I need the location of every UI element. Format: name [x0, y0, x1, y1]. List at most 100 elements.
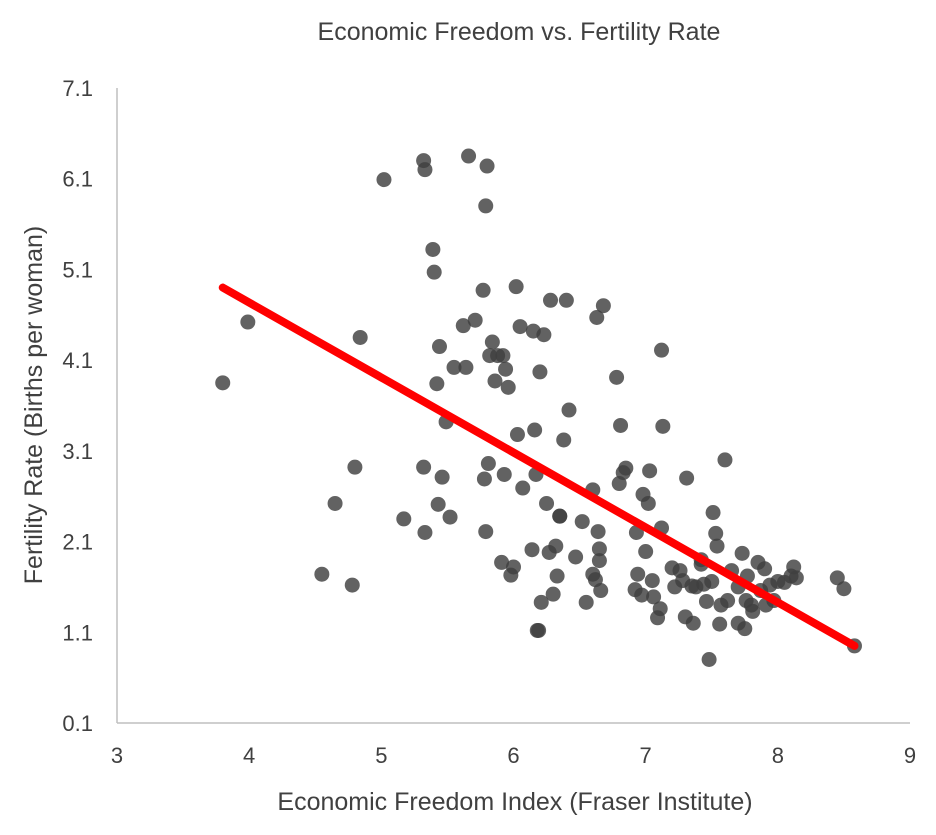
data-point — [396, 511, 412, 527]
data-point — [574, 514, 590, 530]
data-point — [494, 554, 510, 570]
data-point — [552, 508, 568, 524]
data-point — [478, 524, 494, 540]
data-point — [478, 198, 494, 214]
data-point — [430, 496, 446, 512]
data-point — [708, 525, 724, 541]
data-point — [347, 459, 363, 475]
y-axis-title: Fertility Rate (Births per woman) — [20, 226, 48, 584]
data-point — [705, 505, 721, 521]
data-point — [495, 348, 511, 364]
data-point — [646, 589, 662, 605]
data-point — [720, 593, 736, 609]
data-point — [644, 573, 660, 589]
data-point — [524, 542, 540, 558]
data-point — [426, 264, 442, 280]
data-point — [634, 587, 650, 603]
data-point — [556, 432, 572, 448]
data-point — [500, 379, 516, 395]
data-point — [618, 460, 634, 476]
data-point — [698, 593, 714, 609]
data-point — [533, 594, 549, 610]
data-point — [638, 544, 654, 560]
y-tick-label: 7.1 — [62, 76, 93, 101]
data-point — [654, 342, 670, 358]
data-point — [745, 603, 761, 619]
data-point — [434, 469, 450, 485]
data-point — [734, 545, 750, 561]
data-point — [458, 359, 474, 375]
data-point — [536, 327, 552, 343]
data-point — [532, 364, 548, 380]
data-point — [543, 292, 559, 308]
trendline-layer — [218, 283, 859, 650]
data-point — [429, 376, 445, 392]
data-point — [717, 452, 733, 468]
data-point — [788, 570, 804, 586]
data-point — [417, 525, 433, 540]
data-point — [545, 586, 561, 602]
x-tick-label: 4 — [243, 743, 255, 768]
data-point — [701, 652, 717, 667]
data-point — [376, 172, 392, 188]
data-point — [344, 577, 360, 593]
data-point — [508, 279, 524, 295]
y-tick-label: 3.1 — [62, 439, 93, 464]
data-point — [455, 318, 471, 334]
data-point — [425, 241, 441, 257]
data-points — [215, 148, 862, 667]
data-point — [461, 148, 477, 164]
data-point — [548, 538, 564, 554]
data-point — [484, 334, 500, 350]
data-point — [655, 418, 671, 434]
y-tick-labels: 0.1 1.1 2.1 3.1 4.1 5.1 6.1 7.1 — [62, 76, 93, 736]
data-point — [496, 466, 512, 482]
y-tick-label: 4.1 — [62, 348, 93, 373]
data-point — [561, 402, 577, 418]
chart-title: Economic Freedom vs. Fertility Rate — [318, 18, 721, 46]
data-point — [558, 292, 574, 308]
data-point — [479, 158, 495, 174]
x-tick-labels: 3 4 5 6 7 8 9 — [111, 743, 916, 768]
data-point — [327, 495, 343, 511]
x-tick-label: 8 — [772, 743, 784, 768]
y-tick-label: 1.1 — [62, 620, 93, 645]
data-point — [527, 422, 543, 438]
data-point — [757, 561, 773, 577]
data-point — [589, 310, 605, 326]
data-point — [679, 470, 695, 486]
data-point — [476, 471, 492, 487]
data-point — [737, 621, 753, 637]
data-point — [709, 538, 725, 554]
data-point — [595, 298, 611, 314]
data-point — [539, 495, 555, 511]
data-point — [531, 622, 547, 638]
data-point — [475, 282, 491, 298]
data-point — [442, 509, 458, 525]
data-point — [417, 162, 433, 178]
trendline — [218, 283, 859, 650]
data-point — [487, 373, 503, 389]
x-tick-label: 6 — [507, 743, 519, 768]
data-point — [498, 361, 514, 377]
data-point — [240, 314, 256, 330]
data-point — [591, 541, 607, 557]
data-point — [829, 570, 845, 586]
x-tick-label: 9 — [904, 743, 916, 768]
data-point — [836, 581, 852, 597]
data-point — [515, 480, 531, 496]
y-tick-label: 0.1 — [62, 711, 93, 736]
data-point — [652, 601, 668, 617]
data-point — [642, 463, 658, 479]
data-point — [613, 417, 629, 433]
data-point — [314, 566, 330, 582]
data-point — [416, 459, 432, 475]
data-point — [467, 312, 483, 328]
data-point — [446, 359, 462, 375]
x-tick-label: 7 — [640, 743, 652, 768]
data-point — [640, 495, 656, 511]
x-tick-label: 5 — [375, 743, 387, 768]
y-tick-label: 2.1 — [62, 530, 93, 555]
data-point — [512, 319, 528, 335]
